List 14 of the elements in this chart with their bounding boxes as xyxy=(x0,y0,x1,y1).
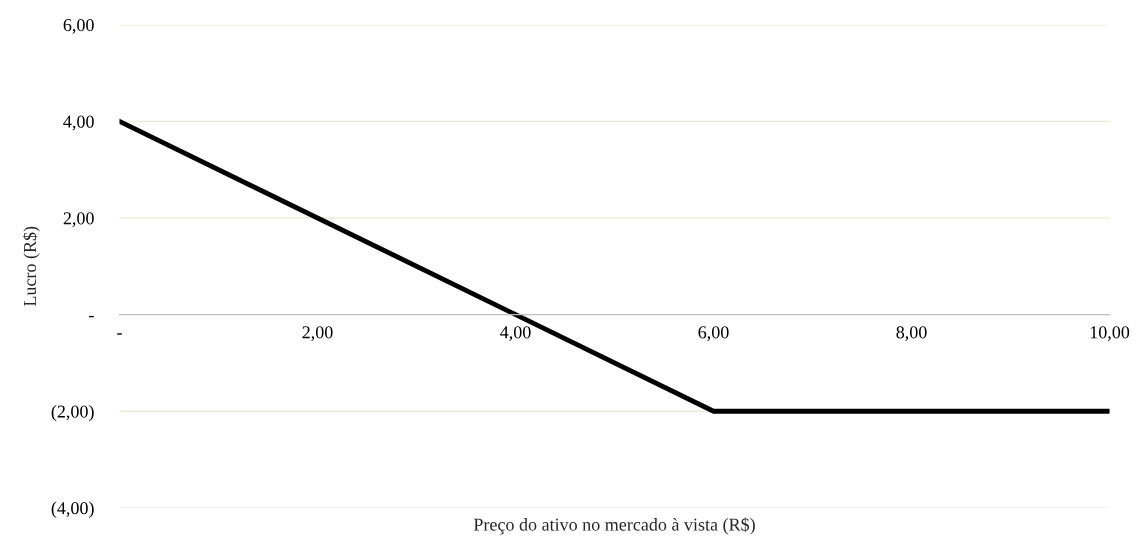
y-tick-label: 4,00 xyxy=(63,115,94,131)
y-tick-label: 6,00 xyxy=(63,18,94,34)
x-tick-label: 10,00 xyxy=(1090,326,1130,341)
x-tick-label: 2,00 xyxy=(302,326,333,341)
y-axis-title: Lucro (R$) xyxy=(22,226,40,307)
y-tick-label: (4,00) xyxy=(51,501,94,518)
x-axis-title: Preço do ativo no mercado à vista (R$) xyxy=(473,517,755,535)
y-tick-label: 2,00 xyxy=(63,212,94,227)
x-tick-label: 8,00 xyxy=(896,326,927,341)
x-tick-label: 4,00 xyxy=(500,326,531,341)
y-tick-label: - xyxy=(89,315,94,318)
x-tick-label: 6,00 xyxy=(698,326,729,341)
y-tick-label: (2,00) xyxy=(51,404,94,422)
x-tick-label: - xyxy=(117,333,122,335)
